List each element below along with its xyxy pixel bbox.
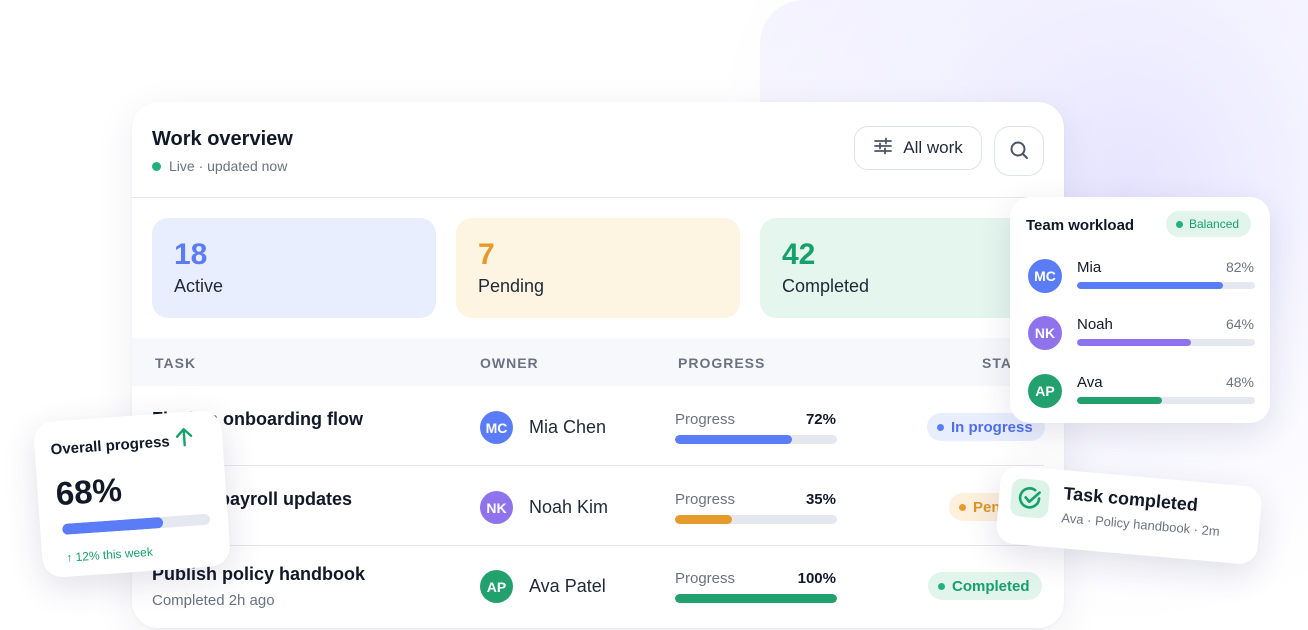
avatar: AP (480, 570, 513, 603)
stat-value: 42 (782, 238, 816, 271)
overall-title: Overall progress (50, 433, 171, 459)
workload-bar (1077, 282, 1255, 289)
workload-bar (1077, 397, 1255, 404)
progress-bar (675, 515, 837, 524)
sliders-icon (873, 136, 893, 161)
avatar: MC (480, 411, 513, 444)
live-dot (152, 161, 161, 171)
progress-value: 100% (797, 570, 836, 587)
row-divider (152, 545, 1044, 546)
member-percent: 48% (1225, 374, 1254, 390)
member-percent: 82% (1225, 259, 1254, 275)
live-status: Live · updated now (152, 158, 287, 174)
column-status[interactable]: STA (982, 355, 1012, 371)
filter-label: All work (903, 138, 963, 157)
owner-name: Ava Patel (529, 576, 606, 596)
member-name: Ava (1077, 374, 1103, 391)
workload-fill (1077, 339, 1191, 346)
search-icon (1008, 139, 1030, 164)
owner-name: Mia Chen (529, 417, 607, 437)
status-badge: In progress (927, 413, 1045, 441)
member-percent: 64% (1225, 316, 1254, 332)
column-progress[interactable]: PROGRESS (678, 355, 766, 371)
column-owner[interactable]: OWNER (480, 355, 539, 371)
member-name: Noah (1077, 316, 1113, 333)
workload-bar (1077, 339, 1255, 346)
overall-progress-bar (61, 513, 211, 535)
status-dot (937, 423, 944, 431)
stat-label: Completed (782, 276, 870, 296)
progress-bar (675, 594, 837, 603)
stat-label: Pending (478, 276, 545, 296)
badge-text: Balanced (1189, 217, 1240, 231)
team-title: Team workload (1026, 217, 1135, 234)
table-row[interactable]: Review payroll updates NK Noah Kim Progr… (132, 467, 1064, 546)
progress-value: 35% (805, 491, 836, 508)
column-task[interactable]: TASK (155, 355, 197, 371)
arrow-up-icon (173, 426, 195, 454)
stat-card-active[interactable]: 18 Active (152, 218, 436, 318)
avatar: AP (1028, 374, 1062, 408)
table-row[interactable]: Finalize onboarding flow MC Mia Chen Pro… (132, 387, 1064, 466)
stat-value: 18 (174, 238, 208, 271)
progress-label: Progress (675, 411, 736, 428)
live-text: Live · updated now (169, 158, 288, 174)
workload-badge: Balanced (1166, 211, 1252, 237)
status-dot (938, 582, 945, 590)
stat-label: Active (174, 276, 224, 296)
overall-value: 68% (54, 470, 123, 513)
avatar: NK (1028, 316, 1062, 350)
progress-bar (675, 435, 837, 444)
task-title: Publish policy handbook (152, 564, 366, 584)
progress-fill (675, 435, 792, 444)
team-member-row[interactable]: MC Mia 82% (1010, 259, 1270, 309)
stat-card-completed[interactable]: 42 Completed (760, 218, 1044, 318)
work-overview-card: Work overview Live · updated now All wor… (132, 102, 1064, 628)
table-row[interactable]: Publish policy handbook Completed 2h ago… (132, 546, 1064, 625)
workload-fill (1077, 282, 1223, 289)
task-completed-toast[interactable]: Task completed Ava · Policy handbook · 2… (995, 464, 1263, 566)
overall-progress-card: Overall progress 68% ↑ 12% this week (32, 409, 232, 579)
avatar: NK (480, 491, 513, 524)
table-header: TASK OWNER PROGRESS STA (132, 338, 1064, 386)
page-title: Work overview (152, 128, 293, 150)
badge-dot (1176, 220, 1183, 228)
check-circle-icon (1009, 477, 1051, 519)
progress-fill (675, 515, 732, 524)
overall-progress-fill (61, 516, 164, 535)
team-member-row[interactable]: NK Noah 64% (1010, 316, 1270, 366)
team-member-row[interactable]: AP Ava 48% (1010, 374, 1270, 424)
progress-fill (675, 594, 837, 603)
row-divider (152, 465, 1044, 466)
progress-value: 72% (805, 411, 836, 428)
filter-button[interactable]: All work (854, 126, 982, 170)
stat-card-pending[interactable]: 7 Pending (456, 218, 740, 318)
stat-value: 7 (478, 238, 495, 271)
card-header: Work overview Live · updated now All wor… (132, 102, 1064, 198)
status-text: In progress (951, 418, 1033, 436)
avatar: MC (1028, 259, 1062, 293)
owner-name: Noah Kim (529, 497, 609, 517)
task-subtitle: Completed 2h ago (152, 592, 275, 609)
team-workload-card: Team workload Balanced MC Mia 82% NK Noa… (1010, 197, 1270, 423)
progress-label: Progress (675, 491, 736, 508)
overall-trend: ↑ 12% this week (65, 544, 154, 565)
status-badge: Completed (928, 572, 1042, 600)
progress-label: Progress (675, 570, 736, 587)
status-text: Completed (952, 577, 1030, 595)
workload-fill (1077, 397, 1163, 404)
search-button[interactable] (994, 126, 1044, 176)
status-dot (959, 503, 966, 511)
member-name: Mia (1077, 259, 1102, 276)
